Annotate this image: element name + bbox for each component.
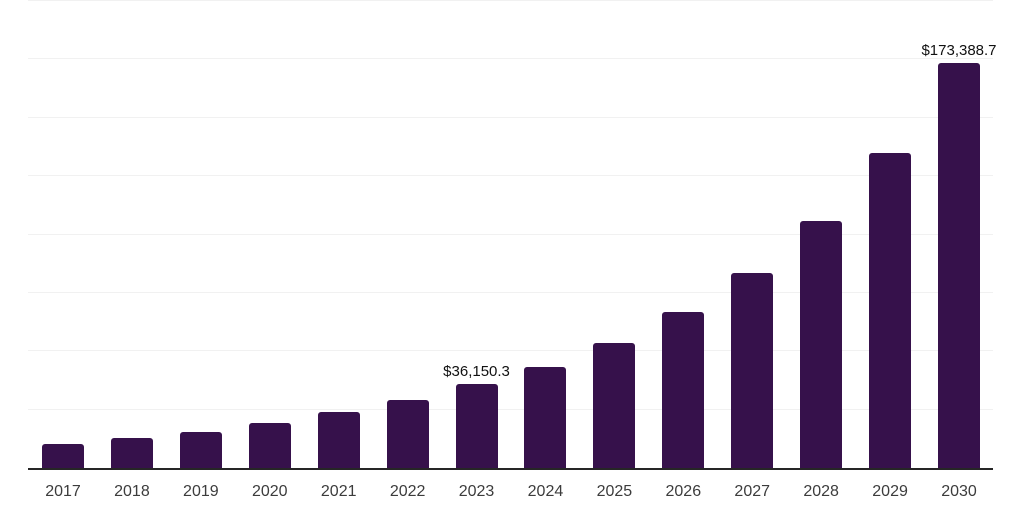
bar-slot-2018 [110,438,153,468]
bar [386,400,429,468]
bar [42,444,84,468]
x-tick-label: 2020 [251,483,288,500]
bar-slot-2027 [731,273,774,468]
bar-value-label: $173,388.7 [921,42,997,59]
x-tick-label: 2021 [320,483,357,500]
gridline [28,175,993,177]
bar [731,273,774,468]
x-tick-label: 2030 [941,483,977,500]
x-tick-label: 2029 [872,483,908,500]
x-tick-label: 2026 [665,483,702,500]
bar-slot-2025 [593,343,636,468]
bar [593,343,636,468]
x-tick-label: 2018 [114,483,150,500]
x-tick-label: 2019 [183,483,219,500]
x-axis-tick-labels: 2017 2018 2019 2020 2021 2022 2023 2024 2025 2026… [42,484,980,500]
x-tick-label: 2017 [45,483,81,500]
bar-slot-2020 [248,423,291,468]
bar-slot-2026 [662,312,705,468]
bar-value-label: $36,150.3 [443,363,510,380]
bar [455,384,498,468]
x-tick-label: 2025 [596,483,633,500]
gridline [28,291,993,293]
bar [800,221,843,468]
bar-slot-2028 [800,221,843,468]
bar [937,63,980,468]
bar-slot-2029 [869,153,912,468]
bar [869,153,912,468]
bar-slot-2017 [42,444,84,468]
gridline [28,408,993,410]
x-tick-label: 2022 [389,483,426,500]
bar-slot-2024 [524,367,567,468]
gridline [28,233,993,235]
bars-container: $36,150.3 $173,388.7 [42,0,997,468]
gridline [28,350,993,352]
bar [179,432,222,468]
bar [317,412,360,468]
gridline [28,116,993,118]
bar [110,438,153,468]
bar-slot-2019 [179,432,222,468]
plot-area: $36,150.3 $173,388.7 [28,0,997,470]
bar-slot-2021 [317,412,360,468]
x-tick-label: 2024 [527,483,564,500]
bar-slot-2023: $36,150.3 [443,364,510,468]
x-tick-label: 2027 [734,483,771,500]
gridline [28,58,993,60]
bar-slot-2022 [386,400,429,468]
bar [524,367,567,468]
x-tick-label: 2028 [803,483,839,500]
bar [248,423,291,468]
x-tick-label: 2023 [458,483,495,500]
gridline [28,0,993,1]
bar [662,312,705,468]
bar-slot-2030: $173,388.7 [921,43,997,468]
